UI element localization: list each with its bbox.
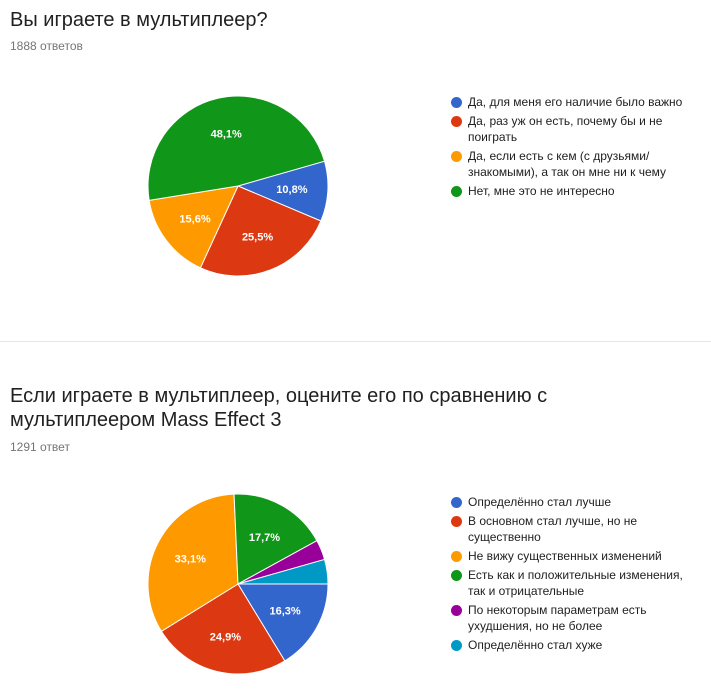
pie-chart-multiplayer: 10,8% 25,5% 15,6% 48,1% xyxy=(147,95,329,277)
legend-item[interactable]: Нет, мне это не интересно xyxy=(451,183,691,199)
legend-color-dot xyxy=(451,116,462,127)
slice-label: 33,1% xyxy=(175,554,206,566)
pie-slice[interactable] xyxy=(199,185,322,277)
slice-label: 15,6% xyxy=(179,214,210,226)
legend-color-dot xyxy=(451,186,462,197)
legend-color-dot xyxy=(451,151,462,162)
slice-label: 16,3% xyxy=(269,605,300,617)
pie-slice[interactable] xyxy=(160,583,286,675)
legend-item[interactable]: Определённо стал лучше xyxy=(451,494,691,510)
legend-label: Нет, мне это не интересно xyxy=(468,184,615,198)
legend-color-dot xyxy=(451,551,462,562)
legend-label: Да, если есть с кем (с друзьями/знакомым… xyxy=(468,149,667,179)
question-title: Если играете в мультиплеер, оцените его … xyxy=(10,385,548,431)
chart-legend-comparison: Определённо стал лучше В основном стал лу… xyxy=(451,494,691,656)
legend-item[interactable]: В основном стал лучше, но не существенно xyxy=(451,513,691,545)
legend-label: Есть как и положительные изменения, так … xyxy=(468,568,683,598)
legend-color-dot xyxy=(451,640,462,651)
question-card-comparison: Если играете в мультиплеер, оцените его … xyxy=(0,343,711,690)
legend-color-dot xyxy=(451,497,462,508)
slice-label: 25,5% xyxy=(242,231,273,243)
legend-color-dot xyxy=(451,570,462,581)
legend-label: Не вижу существенных изменений xyxy=(468,549,662,563)
slice-label: 10,8% xyxy=(276,184,307,196)
question-title: Вы играете в мультиплеер? xyxy=(10,9,268,31)
legend-color-dot xyxy=(451,97,462,108)
response-count: 1888 ответов xyxy=(10,39,83,53)
pie-slice[interactable] xyxy=(233,493,318,585)
chart-legend-multiplayer: Да, для меня его наличие было важно Да, р… xyxy=(451,94,691,202)
legend-label: Определённо стал лучше xyxy=(468,495,612,509)
legend-item[interactable]: Да, если есть с кем (с друзьями/знакомым… xyxy=(451,148,691,180)
legend-label: В основном стал лучше, но не существенно xyxy=(468,514,638,544)
legend-label: Определённо стал хуже xyxy=(468,638,603,652)
pie-slice[interactable] xyxy=(237,558,329,585)
pie-slice[interactable] xyxy=(147,95,326,201)
legend-item[interactable]: Да, раз уж он есть, почему бы и не поигр… xyxy=(451,113,691,145)
pie-chart-comparison: 16,3% 24,9% 33,1% 17,7% xyxy=(147,493,329,675)
legend-item[interactable]: Есть как и положительные изменения, так … xyxy=(451,567,691,599)
legend-item[interactable]: Да, для меня его наличие было важно xyxy=(451,94,691,110)
pie-slice[interactable] xyxy=(237,583,329,662)
slice-label: 17,7% xyxy=(249,532,280,544)
response-count: 1291 ответ xyxy=(10,440,70,454)
legend-color-dot xyxy=(451,605,462,616)
legend-item[interactable]: Не вижу существенных изменений xyxy=(451,548,691,564)
question-card-multiplayer: Вы играете в мультиплеер? 1888 ответов xyxy=(0,0,711,342)
legend-label: Да, раз уж он есть, почему бы и не поигр… xyxy=(468,114,663,144)
legend-label: Да, для меня его наличие было важно xyxy=(468,95,683,109)
slice-label: 48,1% xyxy=(211,128,242,140)
pie-slice[interactable] xyxy=(148,185,239,269)
card-divider xyxy=(0,341,711,342)
legend-label: По некоторым параметрам есть ухудшения, … xyxy=(468,603,647,633)
legend-item[interactable]: По некоторым параметрам есть ухудшения, … xyxy=(451,602,691,634)
legend-item[interactable]: Определённо стал хуже xyxy=(451,637,691,653)
legend-color-dot xyxy=(451,516,462,527)
pie-slice[interactable] xyxy=(147,493,239,632)
slice-label: 24,9% xyxy=(210,632,241,644)
